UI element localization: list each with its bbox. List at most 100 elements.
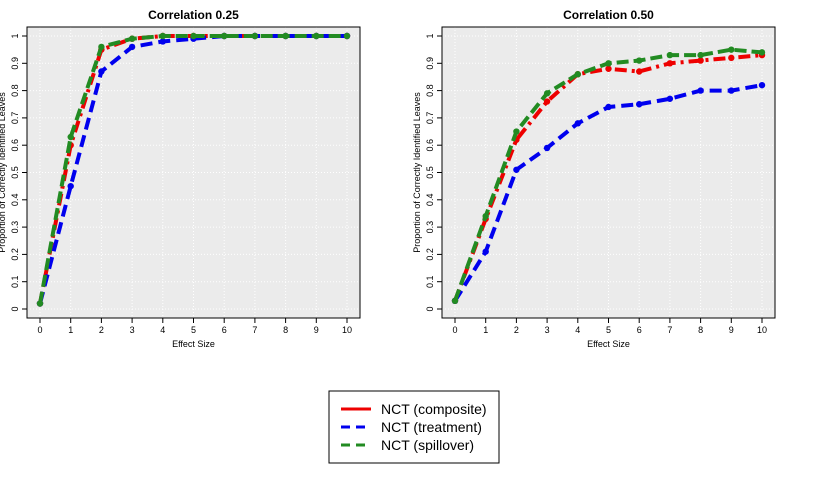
data-point [636,68,643,75]
x-tick-label: 9 [314,325,319,335]
x-tick-label: 8 [283,325,288,335]
chart-panel-1: 0 1 2 3 4 5 6 7 8 9 10 0 0.1 0.2 0.3 0.4 0.5 0.6 0.7 0.8 0.9… [0,8,361,349]
data-point [666,60,674,67]
data-point [159,32,166,40]
data-point [190,32,197,40]
y-tick-label: 0.6 [425,139,435,152]
y-tick-label: 0.7 [425,112,435,125]
data-point [636,57,643,64]
data-point [36,300,44,307]
data-point [728,46,735,53]
data-point [221,32,228,40]
y-tick-label: 0.1 [10,275,20,288]
x-tick-label: 5 [191,325,196,335]
data-point [313,32,320,40]
y-tick-label: 0.4 [425,194,435,207]
x-tick-label: 0 [37,325,42,335]
data-point [697,57,704,64]
data-point [543,144,551,152]
x-tick-label: 3 [130,325,135,335]
y-tick-label: 1 [425,33,435,38]
data-point [128,35,136,42]
data-point [543,98,551,105]
data-point [666,95,674,102]
data-point [605,60,612,67]
x-tick-label: 10 [757,325,767,335]
data-point [128,43,136,51]
data-point [513,166,520,173]
x-axis-label: Effect Size [172,339,215,349]
x-tick-label: 0 [452,325,457,335]
x-tick-label: 8 [698,325,703,335]
y-tick-label: 0 [425,306,435,311]
x-tick-label: 2 [514,325,519,335]
x-axis-label: Effect Size [587,339,630,349]
y-tick-label: 0.5 [425,166,435,179]
y-tick-label: 0.3 [10,221,20,234]
x-tick-label: 6 [637,325,642,335]
data-point [728,54,735,62]
y-tick-label: 0.7 [10,112,20,125]
data-point [636,101,643,108]
data-point [697,51,704,59]
y-tick-label: 0.6 [10,139,20,152]
y-tick-label: 0.2 [10,248,20,261]
data-point [758,49,766,56]
plot-background [27,27,360,318]
x-tick-label: 1 [483,325,488,335]
y-tick-label: 0.5 [10,166,20,179]
data-point [98,68,105,75]
data-point [666,51,674,59]
data-point [98,43,105,51]
data-point [513,128,520,135]
x-tick-label: 9 [729,325,734,335]
chart-panels: 0 1 2 3 4 5 6 7 8 9 1000.10.20.30.40.50.60.70.80.9… [0,8,776,349]
data-point [605,103,612,111]
chart-panel-2: 0 1 2 3 4 5 6 7 8 9 10 0 0.1 0.2 0.3 0.4 0.5 0.6 0.7 0.8 0.9… [412,8,776,349]
y-tick-label: 0.8 [425,84,435,97]
data-point [282,32,289,40]
legend-label-2: NCT (treatment) [381,419,482,435]
x-tick-label: 2 [99,325,104,335]
y-tick-label: 0.9 [10,57,20,70]
legend: NCT (composite) NCT (treatment) NCT (spill… [328,390,500,464]
y-tick-label: 0.9 [425,57,435,70]
data-point [67,182,74,190]
data-point [543,90,551,97]
data-point [67,133,74,141]
chart-title: Correlation 0.50 [563,8,654,22]
y-tick-label: 0.4 [10,194,20,207]
y-tick-label: 0.3 [425,221,435,234]
chart-title: Correlation 0.25 [148,8,239,22]
data-point [758,81,766,89]
y-tick-label: 0.8 [10,84,20,97]
y-tick-label: 0 [10,306,20,311]
data-point [605,65,612,72]
data-point [574,120,581,127]
legend-label-1: NCT (composite) [381,401,487,417]
x-tick-label: 10 [342,325,352,335]
y-tick-label: 1 [10,33,20,38]
y-tick-label: 0.1 [425,275,435,288]
x-tick-label: 7 [252,325,257,335]
data-point [159,38,166,45]
x-tick-label: 4 [575,325,580,335]
data-point [482,212,489,220]
data-point [574,71,581,78]
y-tick-label: 0.2 [425,248,435,261]
y-axis-label: Proportion of Correctly Identified Leave… [0,92,7,253]
data-point [251,32,259,40]
data-point [482,248,489,255]
x-tick-label: 4 [160,325,165,335]
y-axis-label: Proportion of Correctly Identified Leave… [412,92,422,253]
data-point [451,297,459,305]
x-tick-label: 7 [667,325,672,335]
legend-label-3: NCT (spillover) [381,437,474,453]
x-tick-label: 5 [606,325,611,335]
x-tick-label: 3 [545,325,550,335]
x-tick-label: 1 [68,325,73,335]
x-tick-label: 6 [222,325,227,335]
data-point [343,32,351,40]
data-point [697,87,704,94]
